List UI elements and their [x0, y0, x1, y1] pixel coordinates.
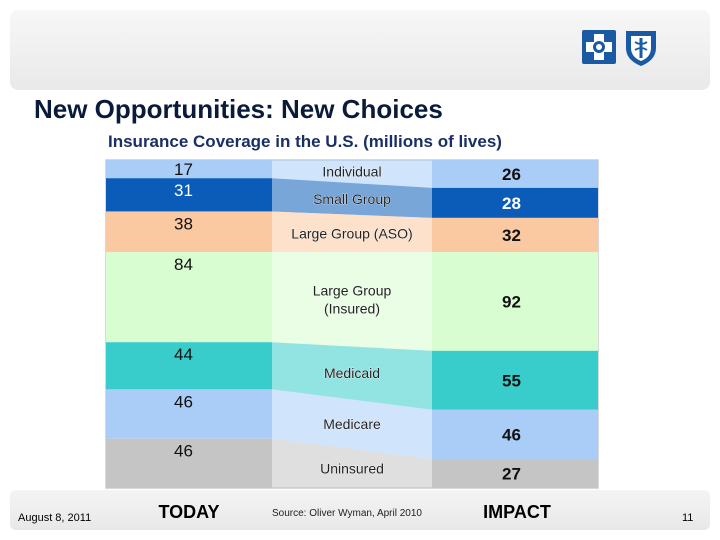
bar-uninsured-today — [106, 438, 272, 488]
blue-cross-logo-icon — [582, 30, 616, 64]
band-individual — [272, 160, 432, 188]
bar-large-group-insured-impact — [432, 252, 598, 351]
series-label-uninsured: Uninsured — [320, 460, 384, 476]
series-label-large-group-aso: Large Group (ASO) — [291, 225, 412, 241]
value-label-medicare-today: 46 — [174, 392, 193, 411]
series-label-individual: Individual — [322, 164, 381, 180]
value-label-uninsured-impact: 27 — [502, 465, 521, 484]
bar-large-group-insured-today — [106, 252, 272, 343]
blue-shield-logo-icon — [626, 31, 656, 66]
value-label-individual-impact: 26 — [502, 165, 521, 184]
category-label-impact: IMPACT — [483, 502, 551, 522]
chart-title: Insurance Coverage in the U.S. (millions… — [108, 132, 502, 151]
value-label-large-group-insured-today: 84 — [174, 255, 193, 274]
value-label-individual-today: 17 — [174, 160, 193, 179]
value-label-medicaid-impact: 55 — [502, 371, 521, 390]
band-medicare — [272, 389, 432, 460]
value-label-large-group-aso-impact: 32 — [502, 226, 521, 245]
bar-medicaid-today — [106, 342, 272, 390]
series-label-medicaid: Medicaid — [324, 365, 380, 381]
brand-logos — [582, 30, 656, 66]
bar-individual-impact — [432, 160, 598, 188]
bar-small-group-impact — [432, 187, 598, 218]
bar-medicaid-impact — [432, 350, 598, 410]
value-label-large-group-insured-impact: 92 — [502, 292, 521, 311]
bar-uninsured-impact — [432, 459, 598, 488]
series-label-medicare: Medicare — [323, 416, 381, 432]
band-large-group-aso — [272, 211, 432, 253]
bar-large-group-aso-impact — [432, 217, 598, 253]
bar-medicare-today — [106, 389, 272, 439]
slide-title: New Opportunities: New Choices — [34, 94, 443, 124]
series-label-large-group-insured-line-1: Large Group — [313, 282, 392, 298]
footer-band — [10, 490, 710, 530]
value-label-large-group-aso-today: 38 — [174, 214, 193, 233]
band-uninsured — [272, 438, 432, 488]
value-label-small-group-impact: 28 — [502, 194, 521, 213]
bar-small-group-today — [106, 178, 272, 212]
value-label-medicaid-today: 44 — [174, 345, 193, 364]
category-label-today: TODAY — [158, 502, 219, 522]
bar-medicare-impact — [432, 409, 598, 460]
band-large-group-insured — [272, 252, 432, 351]
series-label-large-group-insured-line-2: (Insured) — [324, 300, 380, 316]
source-note: Source: Oliver Wyman, April 2010 — [272, 508, 422, 519]
band-medicaid — [272, 342, 432, 410]
value-label-medicare-impact: 46 — [502, 425, 521, 444]
series-label-small-group: Small Group — [313, 191, 391, 207]
band-small-group — [272, 178, 432, 218]
slide-date: August 8, 2011 — [18, 512, 92, 524]
bar-large-group-aso-today — [106, 211, 272, 253]
page-number: 11 — [682, 512, 694, 524]
value-label-small-group-today: 31 — [174, 181, 193, 200]
value-label-uninsured-today: 46 — [174, 442, 193, 461]
bar-individual-today — [106, 160, 272, 179]
